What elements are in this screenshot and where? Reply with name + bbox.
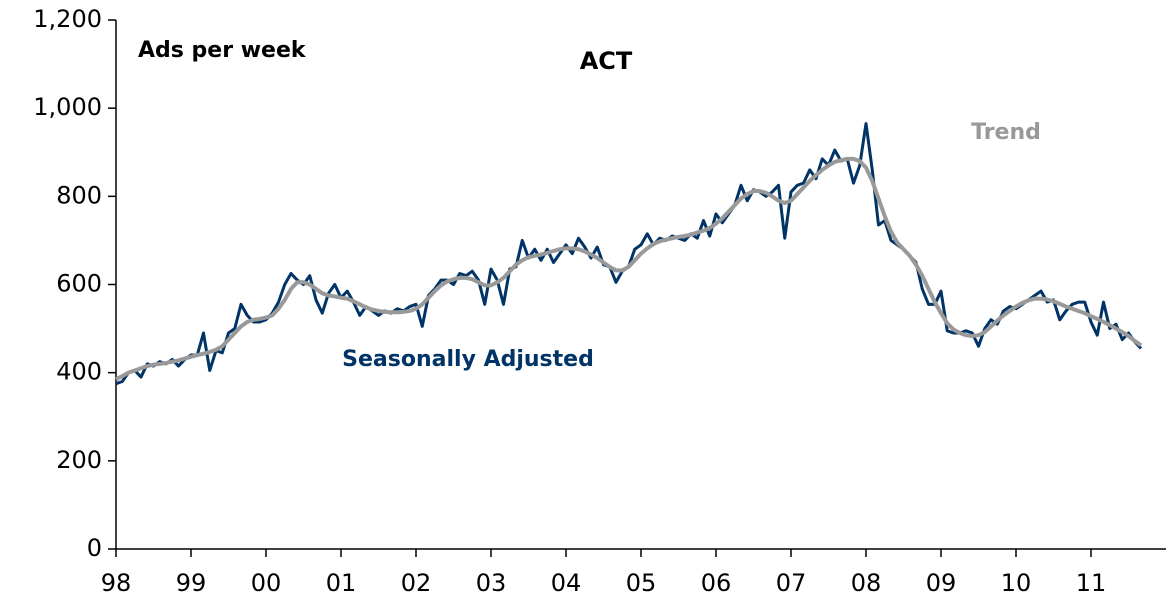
y-tick-label: 400 [56,358,102,386]
series-line [115,156,1143,382]
x-tick-label: 09 [926,569,957,597]
x-tick-label: 06 [701,569,732,597]
series-label: Trend [971,120,1041,145]
y-tick-label: 1,200 [33,5,102,33]
chart-title: ACT [580,47,633,75]
x-tick-label: 98 [101,569,132,597]
y-tick-label: 200 [56,446,102,474]
y-axis-label: Ads per week [138,38,307,63]
x-tick-label: 00 [251,569,282,597]
y-tick-label: 0 [87,534,102,562]
series-label: Seasonally Adjusted [342,347,594,372]
y-tick-label: 600 [56,270,102,298]
y-tick-label: 800 [56,181,102,209]
x-tick-label: 03 [476,569,507,597]
x-tick-label: 08 [851,569,882,597]
y-tick-label: 1,000 [33,93,102,121]
x-tick-label: 07 [776,569,807,597]
x-tick-label: 02 [401,569,432,597]
series-line [115,122,1143,386]
x-tick-label: 11 [1076,569,1107,597]
x-tick-label: 10 [1001,569,1032,597]
x-tick-label: 99 [176,569,207,597]
x-tick-label: 01 [326,569,357,597]
x-tick-label: 05 [626,569,657,597]
x-tick-label: 04 [551,569,582,597]
